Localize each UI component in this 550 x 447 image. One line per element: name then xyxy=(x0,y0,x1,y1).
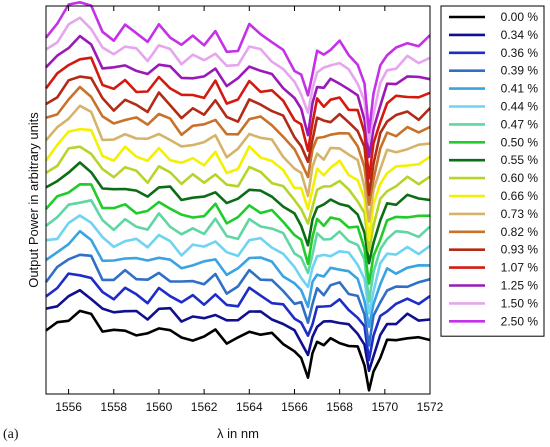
series-line-7 xyxy=(45,183,431,285)
series-line-11 xyxy=(45,104,431,223)
legend-label-7: 0.50 % xyxy=(501,135,539,149)
series-line-17 xyxy=(44,0,431,134)
legend-box xyxy=(440,5,545,337)
x-tick-label: 1564 xyxy=(236,400,263,414)
legend-label-16: 1.50 % xyxy=(501,296,539,310)
x-tick-label: 1568 xyxy=(326,400,353,414)
series-line-13 xyxy=(45,75,431,197)
legend-label-4: 0.41 % xyxy=(501,82,539,96)
x-tick-label: 1556 xyxy=(55,400,82,414)
x-tick-label: 1566 xyxy=(281,400,308,414)
series-line-12 xyxy=(45,85,431,206)
legend-label-9: 0.60 % xyxy=(501,171,539,185)
series-line-8 xyxy=(45,161,431,265)
legend-label-12: 0.82 % xyxy=(501,225,539,239)
x-tick-label: 1560 xyxy=(146,400,173,414)
x-axis-label: λ in nm xyxy=(217,426,259,441)
series-line-1 xyxy=(45,288,431,373)
series-line-4 xyxy=(45,229,431,328)
series-group xyxy=(44,0,431,392)
legend-label-0: 0.00 % xyxy=(501,10,539,24)
x-axis-ticks: 1556 1558 1560 1562 1564 1566 1568 1570 1572 xyxy=(55,6,444,414)
series-line-14 xyxy=(44,56,431,180)
series-line-6 xyxy=(45,199,431,303)
series-line-2 xyxy=(45,272,431,362)
legend-label-17: 2.50 % xyxy=(501,314,539,328)
legend-label-8: 0.55 % xyxy=(501,153,539,167)
legend-label-5: 0.44 % xyxy=(501,100,539,114)
plot-frame xyxy=(45,5,431,395)
legend-label-6: 0.47 % xyxy=(501,117,539,131)
legend-label-11: 0.73 % xyxy=(501,207,539,221)
series-line-3 xyxy=(44,253,431,347)
x-tick-label: 1570 xyxy=(371,400,398,414)
legend: 0.00 % 0.34 % 0.36 % 0.39 % 0.41 % 0.44 % 0.47… xyxy=(440,5,545,337)
series-line-9 xyxy=(45,145,431,253)
series-line-0 xyxy=(45,309,431,392)
legend-label-1: 0.34 % xyxy=(501,28,539,42)
y-axis-label: Output Power in arbitrary units xyxy=(26,112,41,288)
x-tick-label: 1558 xyxy=(100,400,127,414)
legend-label-3: 0.39 % xyxy=(501,64,539,78)
series-line-5 xyxy=(45,214,431,315)
series-line-16 xyxy=(45,16,431,144)
series-line-10 xyxy=(44,127,431,241)
x-tick-label: 1572 xyxy=(417,400,444,414)
series-line-15 xyxy=(45,34,431,159)
panel-label: (a) xyxy=(3,427,19,442)
legend-label-2: 0.36 % xyxy=(501,46,539,60)
x-tick-label: 1562 xyxy=(191,400,218,414)
legend-label-14: 1.07 % xyxy=(501,261,539,275)
legend-label-15: 1.25 % xyxy=(501,279,539,293)
legend-label-10: 0.66 % xyxy=(501,189,539,203)
legend-label-13: 0.93 % xyxy=(501,243,539,257)
